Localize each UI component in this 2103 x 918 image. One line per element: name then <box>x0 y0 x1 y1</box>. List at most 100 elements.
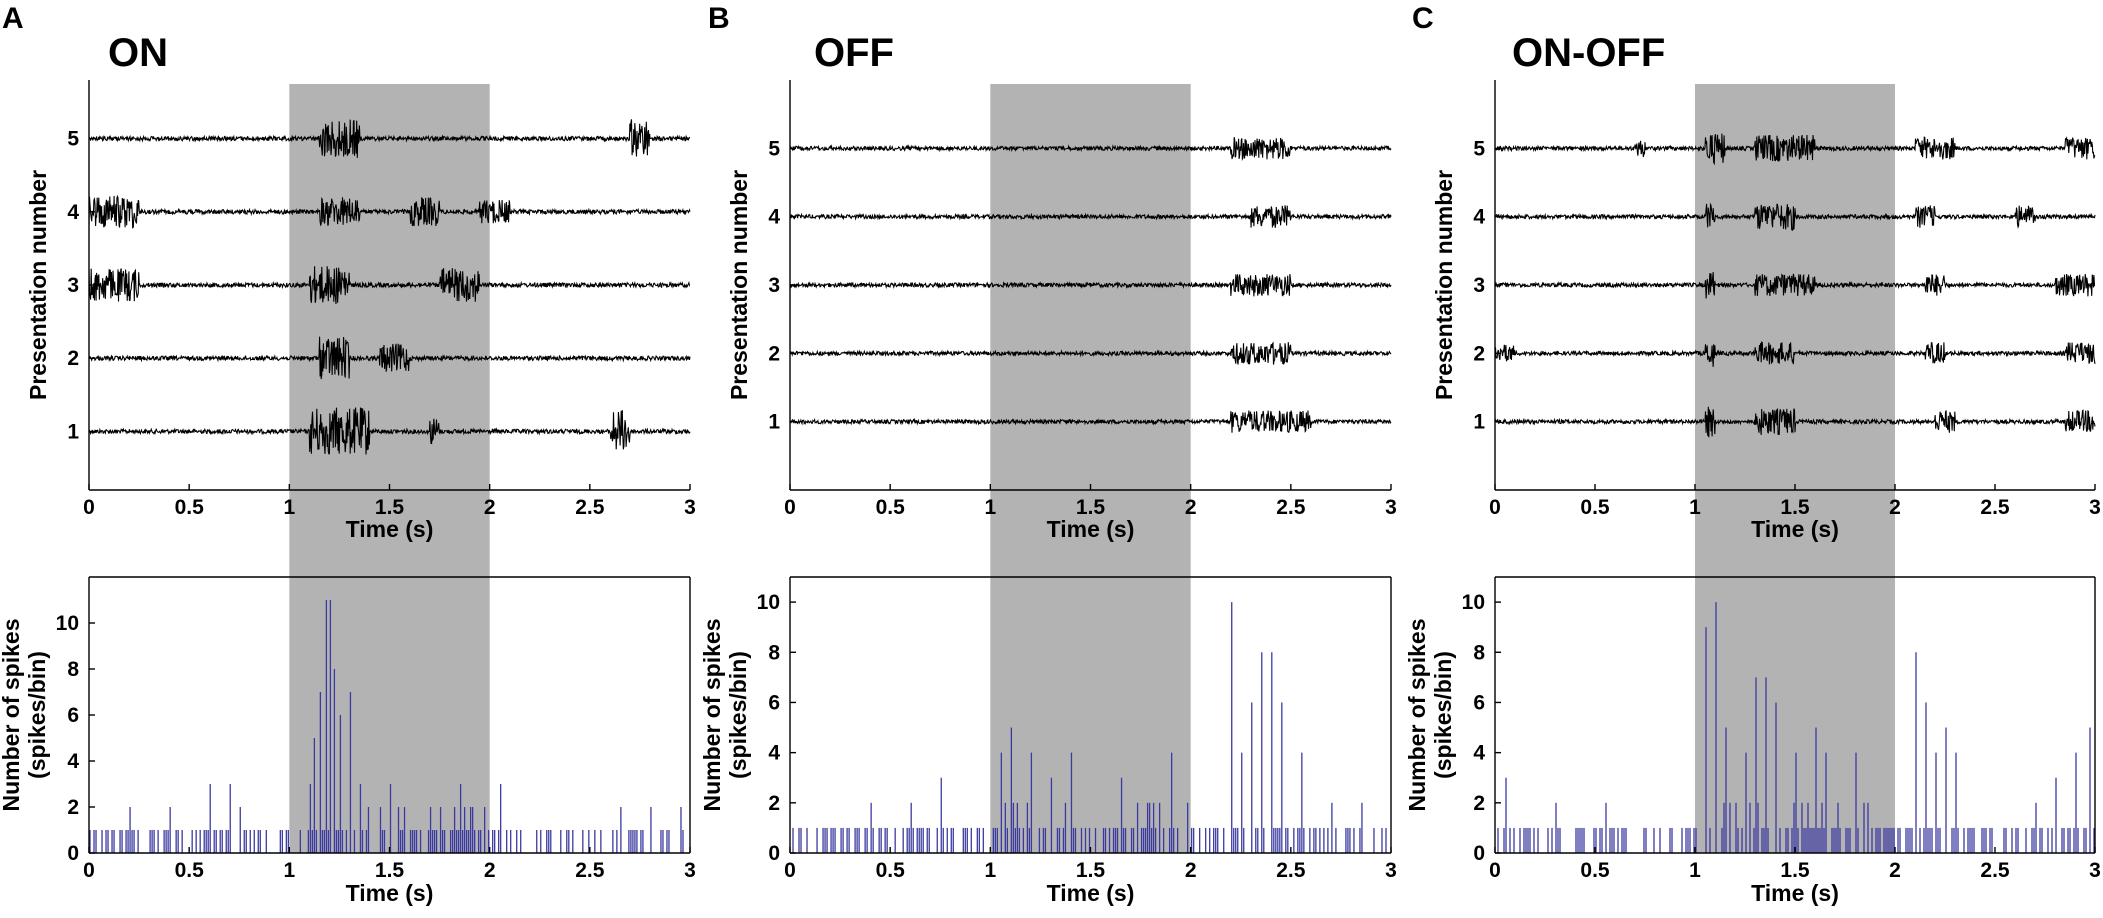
raster-x-tick-label: 1.5 <box>1780 496 1810 519</box>
psth-x-tick-label: 2 <box>1889 859 1901 882</box>
raster-x-tick-label: 2.5 <box>1980 496 2010 519</box>
panel-title: OFF <box>814 31 894 75</box>
raster-x-tick-label: 1 <box>984 496 996 519</box>
psth-x-tick-label: 0.5 <box>1580 859 1610 882</box>
psth-y-label-line1: Number of spikes <box>699 619 725 812</box>
psth-x-tick-label: 3 <box>1385 859 1397 882</box>
raster-x-tick-label: 3 <box>684 496 696 519</box>
panel-A: A ON 1 2 3 4 5 0 0.5 1 1.5 2 2.5 3 Time (s) Presentatio… <box>0 2 696 906</box>
psth-y-tick-label: 10 <box>56 612 79 635</box>
panel-title: ON-OFF <box>1512 31 1665 75</box>
psth-y-label-line2: (spikes/bin) <box>24 651 50 779</box>
psth-x-tick-label: 1.5 <box>1076 859 1106 882</box>
raster-y-tick-label: 4 <box>67 201 79 224</box>
psth-x-tick-label: 0 <box>1489 859 1501 882</box>
panel-letter: C <box>1412 2 1434 35</box>
raster-y-tick-label: 5 <box>1473 137 1485 160</box>
raster-y-tick-label: 2 <box>768 342 780 365</box>
raster-y-tick-label: 2 <box>1473 342 1485 365</box>
psth-x-tick-label: 3 <box>684 859 696 882</box>
raster-x-tick-label: 0.5 <box>175 496 205 519</box>
psth-y-label-line2: (spikes/bin) <box>725 651 751 779</box>
raster-x-tick-label: 0 <box>784 496 796 519</box>
psth-x-tick-label: 0 <box>83 859 95 882</box>
psth-y-label-line1: Number of spikes <box>1404 619 1430 812</box>
raster-y-tick-label: 2 <box>67 347 79 370</box>
trial-trace <box>88 266 691 305</box>
trial-trace <box>789 273 1392 297</box>
panel-letter: A <box>2 2 24 35</box>
psth-x-tick-label: 2 <box>1185 859 1197 882</box>
trial-trace <box>1494 272 2096 299</box>
panel-title: ON <box>108 31 168 75</box>
raster-x-tick-label: 3 <box>1385 496 1397 519</box>
trial-trace <box>1494 202 2096 232</box>
psth-x-tick-label: 1 <box>283 859 295 882</box>
psth-y-tick-label: 4 <box>67 750 79 773</box>
raster-y-tick-label: 3 <box>768 274 780 297</box>
psth-x-tick-label: 2.5 <box>575 859 605 882</box>
psth-x-tick-label: 1 <box>1689 859 1701 882</box>
psth-y-tick-label: 2 <box>1473 792 1485 815</box>
raster-y-tick-label: 3 <box>1473 274 1485 297</box>
psth-y-tick-label: 6 <box>1473 691 1485 714</box>
psth-y-tick-label: 6 <box>67 704 79 727</box>
raster-x-tick-label: 2.5 <box>1276 496 1306 519</box>
raster-y-tick-label: 1 <box>768 411 780 434</box>
raster-x-tick-label: 0 <box>1489 496 1501 519</box>
psth-y-tick-label: 0 <box>1473 842 1485 865</box>
psth-y-tick-label: 10 <box>1462 591 1485 614</box>
psth-x-label: Time (s) <box>1047 880 1135 906</box>
raster-x-tick-label: 1.5 <box>375 496 405 519</box>
raster-y-tick-label: 1 <box>67 420 79 443</box>
psth-x-tick-label: 2 <box>484 859 496 882</box>
panel-C: C ON-OFF 1 2 3 4 5 0 0.5 1 1.5 2 2.5 3 Time (s) Present… <box>1404 2 2101 906</box>
raster-x-tick-label: 0 <box>83 496 95 519</box>
raster-x-tick-label: 2 <box>1889 496 1901 519</box>
raster-x-tick-label: 2 <box>1185 496 1197 519</box>
raster-x-label: Time (s) <box>1751 516 1839 542</box>
trial-trace <box>88 407 691 455</box>
raster-x-tick-label: 0.5 <box>876 496 906 519</box>
raster-y-label: Presentation number <box>726 170 752 400</box>
raster-y-label: Presentation number <box>25 170 51 400</box>
trial-trace <box>1494 133 2096 166</box>
raster-x-tick-label: 2 <box>484 496 496 519</box>
psth-y-tick-label: 0 <box>67 842 79 865</box>
psth-x-tick-label: 1.5 <box>1780 859 1810 882</box>
psth-x-tick-label: 0.5 <box>175 859 205 882</box>
trial-trace <box>1494 340 2096 367</box>
raster-y-tick-label: 5 <box>768 137 780 160</box>
raster-y-tick-label: 1 <box>1473 411 1485 434</box>
stimulus-shading <box>289 84 490 853</box>
trial-trace <box>88 194 691 229</box>
trial-trace <box>789 137 1392 162</box>
psth-x-tick-label: 2.5 <box>1276 859 1306 882</box>
psth-x-tick-label: 1.5 <box>375 859 405 882</box>
panel-letter: B <box>708 2 730 35</box>
raster-y-tick-label: 3 <box>67 274 79 297</box>
psth-y-tick-label: 6 <box>768 691 780 714</box>
psth-x-tick-label: 0 <box>784 859 796 882</box>
raster-x-tick-label: 1 <box>1689 496 1701 519</box>
trial-trace <box>88 119 691 158</box>
psth-y-label-line2: (spikes/bin) <box>1430 651 1456 779</box>
psth-y-tick-label: 0 <box>768 842 780 865</box>
psth-y-tick-label: 4 <box>1473 742 1485 765</box>
trial-trace <box>789 205 1392 228</box>
trial-trace <box>789 410 1392 433</box>
raster-x-tick-label: 1.5 <box>1076 496 1106 519</box>
psth-y-tick-label: 10 <box>757 591 780 614</box>
raster-x-label: Time (s) <box>346 516 434 542</box>
psth-x-label: Time (s) <box>1751 880 1839 906</box>
psth-x-label: Time (s) <box>346 880 434 906</box>
raster-x-tick-label: 1 <box>283 496 295 519</box>
trial-trace <box>88 336 691 380</box>
raster-y-tick-label: 4 <box>768 206 780 229</box>
psth-x-tick-label: 2.5 <box>1980 859 2010 882</box>
psth-x-tick-label: 3 <box>2089 859 2101 882</box>
raster-y-label: Presentation number <box>1431 170 1457 400</box>
psth-x-tick-label: 1 <box>984 859 996 882</box>
trial-trace <box>789 341 1392 366</box>
